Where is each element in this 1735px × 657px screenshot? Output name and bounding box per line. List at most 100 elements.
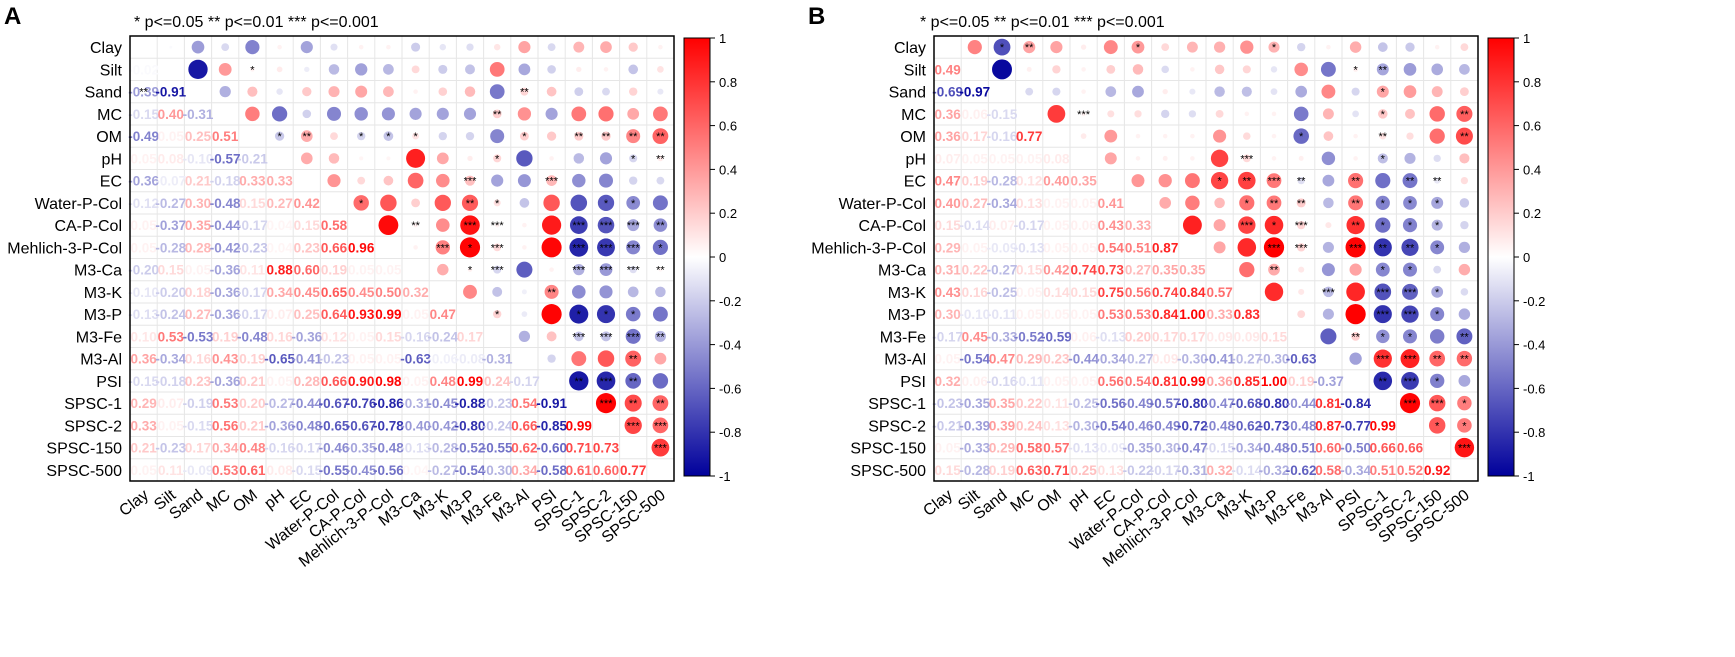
significance-star-clay-water-p-col: * <box>1136 42 1141 54</box>
corr-circle-ph-m3-al <box>1321 151 1336 166</box>
corr-circle-om-ph <box>274 131 285 141</box>
corr-circle-mehlich-3-p-col-spsc-2 <box>1401 238 1419 256</box>
value-label-mehlich-3-p-col-ec: 0.23 <box>294 240 321 255</box>
corr-circle-clay-spsc-150 <box>1434 44 1440 50</box>
value-label-spsc-1-m3-fe: -0.44 <box>1286 396 1317 411</box>
value-label-spsc-150-m3-ca: -0.15 <box>1204 441 1235 456</box>
value-label-psi-m3-fe: 0.24 <box>484 374 511 389</box>
significance-star-psi-spsc-2: *** <box>1404 376 1418 388</box>
value-label-om-mc: 0.51 <box>212 129 239 144</box>
corr-circle-om-ec <box>300 130 313 142</box>
corr-circle-ph-psi <box>1353 156 1358 161</box>
value-label-psi-clay: 0.32 <box>934 374 960 389</box>
value-label-water-p-col-ec: 0.42 <box>294 196 320 211</box>
corr-circle-sand-spsc-150 <box>1431 86 1443 98</box>
value-label-m3-ca-ca-p-col: 0.05 <box>348 263 375 278</box>
value-label-psi-mehlich-3-p-col: 0.99 <box>1179 374 1205 389</box>
significance-star-mc-spsc-1: * <box>1381 109 1386 121</box>
value-label-mehlich-3-p-col-ca-p-col: 0.96 <box>348 240 375 255</box>
value-label-spsc-150-clay: 0.05 <box>934 441 961 456</box>
significance-star-mehlich-3-p-col-psi: *** <box>1349 242 1363 254</box>
corr-circle-mehlich-3-p-col-m3-fe <box>493 243 502 252</box>
value-label-spsc-2-mc: 0.24 <box>1016 418 1043 433</box>
significance-star-mehlich-3-p-col-m3-p: * <box>468 242 473 254</box>
corr-circle-silt-sand <box>992 59 1012 80</box>
corr-circle-m3-k-m3-p <box>463 284 477 299</box>
value-label-ca-p-col-silt: -0.14 <box>959 218 990 233</box>
corr-circle-water-p-col-ca-p-col <box>1159 197 1172 209</box>
significance-star-spsc-1-spsc-2: *** <box>1404 398 1418 410</box>
value-label-spsc-1-m3-p: -0.80 <box>1259 396 1290 411</box>
corr-circle-spsc-2-spsc-500 <box>1457 418 1472 433</box>
significance-star-mehlich-3-p-col-m3-p: *** <box>1268 242 1282 254</box>
value-label-spsc-1-water-p-col: -0.49 <box>1123 396 1154 411</box>
value-label-m3-p-ca-p-col: 0.84 <box>1152 307 1179 322</box>
corr-circle-sand-spsc-150 <box>629 87 638 96</box>
corr-circle-mehlich-3-p-col-spsc-150 <box>626 240 641 255</box>
row-label-mc: MC <box>97 107 122 124</box>
value-label-m3-ca-water-p-col: 0.27 <box>1125 263 1151 278</box>
corr-circle-mehlich-3-p-col-m3-p <box>459 237 481 258</box>
corr-circle-ec-ca-p-col <box>1158 173 1172 188</box>
value-label-psi-silt: -0.18 <box>155 374 186 389</box>
corr-circle-sand-ec <box>1105 86 1117 97</box>
corr-circle-mehlich-3-p-col-spsc-2 <box>597 238 615 257</box>
value-label-spsc-500-psi: -0.34 <box>1340 463 1371 478</box>
value-label-ph-sand: -0.10 <box>183 151 214 166</box>
value-label-psi-ec: 0.56 <box>1098 374 1125 389</box>
corr-circle-m3-k-psi <box>544 284 559 299</box>
corr-circle-ph-spsc-150 <box>629 154 638 163</box>
corr-circle-m3-ca-m3-fe <box>493 265 502 274</box>
value-label-ca-p-col-mc: -0.17 <box>1014 218 1045 233</box>
corr-circle-water-p-col-m3-al <box>519 198 530 208</box>
value-label-spsc-150-m3-k: -0.28 <box>427 441 458 456</box>
corr-circle-water-p-col-spsc-500 <box>652 195 668 211</box>
significance-star-clay-sand: * <box>1000 42 1005 54</box>
value-label-water-p-col-mc: 0.13 <box>1016 196 1043 211</box>
significance-star-ca-p-col-m3-fe: *** <box>491 220 505 232</box>
value-label-water-p-col-clay: -0.12 <box>128 196 159 211</box>
corr-circle-om-spsc-150 <box>1429 128 1445 144</box>
significance-star-ph-spsc-1: * <box>1381 153 1386 165</box>
corr-circle-sand-psi <box>546 86 557 97</box>
value-label-spsc-150-ph: -0.16 <box>264 441 295 456</box>
value-label-ec-sand: -0.28 <box>987 174 1018 189</box>
value-label-spsc-150-mc: 0.58 <box>1016 441 1043 456</box>
corr-circle-mc-m3-k <box>436 107 449 120</box>
corr-circle-silt-m3-p <box>465 64 475 75</box>
value-label-spsc-500-sand: 0.19 <box>989 463 1015 478</box>
corr-circle-m3-ca-spsc-500 <box>658 267 663 272</box>
value-label-sand-silt: -0.91 <box>155 85 186 100</box>
corr-circle-sand-m3-p <box>464 86 476 97</box>
value-label-m3-fe-ph: 0.16 <box>266 329 293 344</box>
value-label-spsc-1-ph: -0.25 <box>1068 396 1099 411</box>
value-label-spsc-150-sand: 0.29 <box>989 441 1015 456</box>
corr-circle-m3-p-psi <box>1345 304 1366 325</box>
significance-star-psi-spsc-150: ** <box>629 376 638 388</box>
corr-circle-sand-water-p-col <box>328 86 340 98</box>
value-label-spsc-2-ph: -0.30 <box>1068 418 1099 433</box>
value-label-spsc-500-om: 0.61 <box>239 463 266 478</box>
corr-circle-water-p-col-spsc-1 <box>570 194 588 212</box>
significance-star-m3-fe-spsc-1: * <box>1381 331 1386 343</box>
corr-circle-ca-p-col-spsc-500 <box>1460 220 1469 230</box>
value-label-spsc-150-m3-al: 0.60 <box>1315 441 1341 456</box>
corr-circle-m3-fe-spsc-1 <box>573 331 584 342</box>
value-label-spsc-150-spsc-2: 0.66 <box>1397 441 1424 456</box>
row-label-mehlich-3-p-col: Mehlich-3-P-Col <box>811 240 926 257</box>
value-label-m3-k-mc: 0.05 <box>1016 285 1043 300</box>
value-label-m3-ca-ec: 0.60 <box>294 263 320 278</box>
value-label-ca-p-col-sand: 0.35 <box>185 218 212 233</box>
corr-circle-m3-fe-spsc-1 <box>1376 329 1390 344</box>
value-label-spsc-500-m3-k: -0.27 <box>427 463 458 478</box>
significance-star-spsc-1-spsc-500: ** <box>656 398 665 410</box>
value-label-spsc-500-m3-p: -0.32 <box>1259 463 1290 478</box>
significance-star-spsc-1-spsc-2: *** <box>600 398 614 410</box>
row-label-m3-ca: M3-Ca <box>878 263 926 280</box>
value-label-ec-om: 0.40 <box>1043 174 1069 189</box>
corr-circle-m3-p-spsc-150 <box>1430 307 1445 322</box>
value-label-spsc-500-spsc-2: 0.52 <box>1397 463 1423 478</box>
significance-star-om-spsc-2: ** <box>602 131 611 143</box>
plot-frame-b <box>933 35 1479 482</box>
corr-circle-psi-spsc-150 <box>625 373 642 389</box>
